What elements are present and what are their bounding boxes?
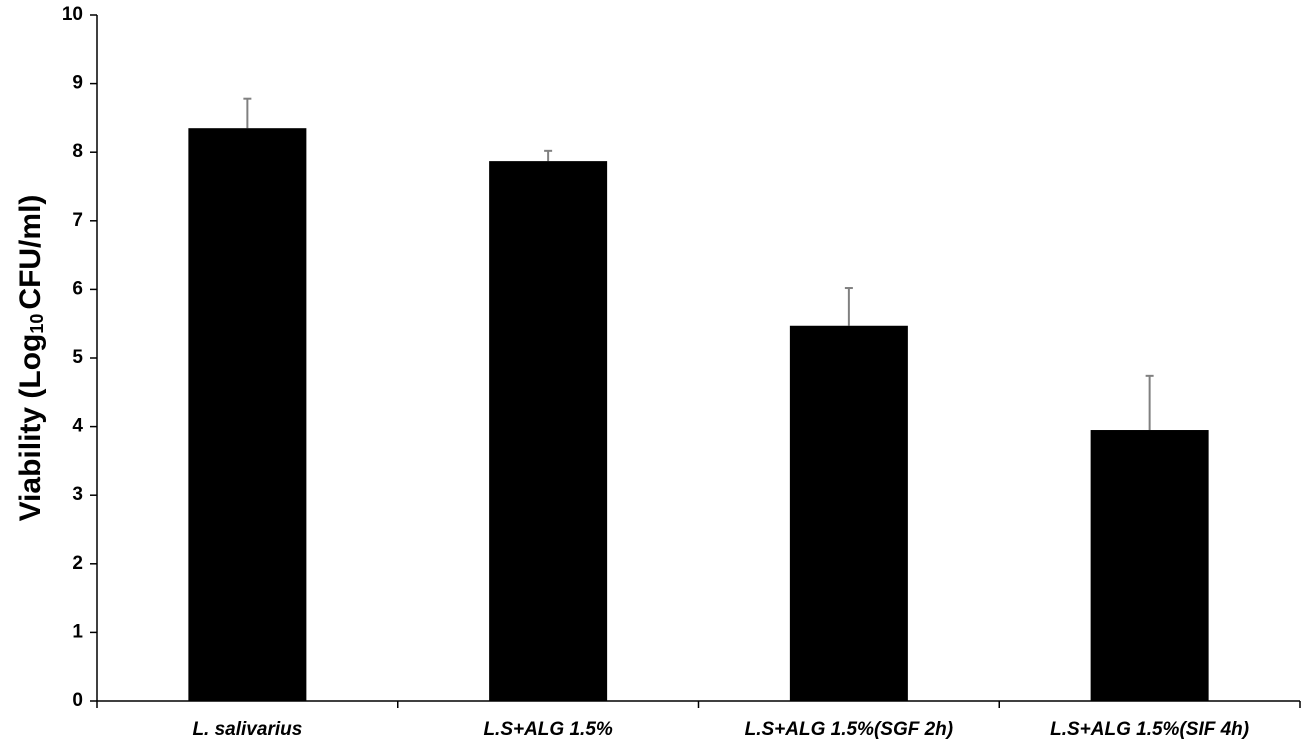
y-label-text: Viability (Log bbox=[14, 334, 47, 522]
bar bbox=[1090, 430, 1209, 701]
y-tick-label: 5 bbox=[72, 347, 83, 368]
y-tick-label: 2 bbox=[72, 553, 83, 574]
y-axis-label: Viability (Log10 CFU/ml) bbox=[14, 195, 47, 522]
y-tick-label: 3 bbox=[72, 484, 83, 505]
bar bbox=[489, 161, 608, 702]
y-tick-label: 4 bbox=[72, 416, 83, 437]
x-tick-label: L.S+ALG 1.5%(SIF 4h) bbox=[1050, 719, 1249, 740]
y-tick-label: 9 bbox=[72, 73, 83, 94]
x-tick-label: L. salivarius bbox=[192, 719, 302, 740]
y-label-tail: CFU/ml) bbox=[14, 195, 47, 310]
y-label-sub: 10 bbox=[27, 314, 47, 334]
y-tick-label: 8 bbox=[72, 141, 83, 162]
y-tick-label: 1 bbox=[72, 621, 83, 642]
y-tick-label: 0 bbox=[72, 690, 83, 711]
y-tick-label: 10 bbox=[62, 4, 83, 25]
x-tick-label: L.S+ALG 1.5%(SGF 2h) bbox=[745, 719, 954, 740]
y-tick-label: 7 bbox=[72, 210, 83, 231]
bar bbox=[789, 325, 908, 701]
x-tick-label: L.S+ALG 1.5% bbox=[483, 719, 612, 740]
bar bbox=[188, 128, 307, 701]
y-tick-label: 6 bbox=[72, 278, 83, 299]
